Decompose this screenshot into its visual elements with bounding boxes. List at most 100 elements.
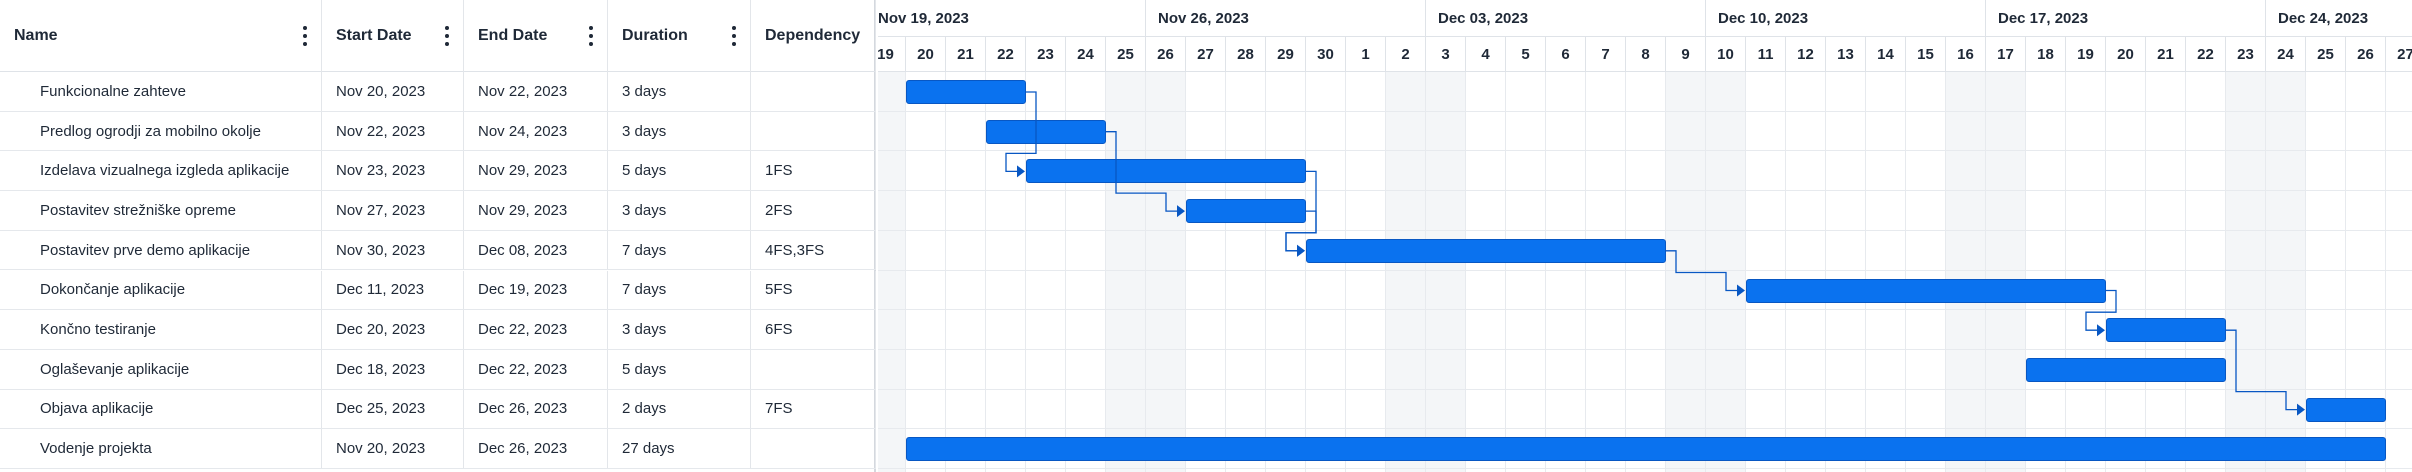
day-gridline	[2185, 72, 2186, 472]
table-row[interactable]: Vodenje projekta Nov 20, 2023 Dec 26, 2023…	[0, 429, 876, 469]
gantt-chart: Nov 19, 2023 Nov 26, 2023 Dec 03, 2023 Dec …	[878, 0, 2412, 472]
dependency-line	[2226, 329, 2298, 411]
week-header: Nov 26, 2023	[1146, 0, 1426, 37]
column-header-name[interactable]: Name	[0, 0, 322, 72]
day-header: 25	[2306, 37, 2346, 72]
day-header: 14	[1866, 37, 1906, 72]
table-row[interactable]: Postavitev prve demo aplikacije Nov 30, 2…	[0, 230, 876, 271]
day-header: 3	[1426, 37, 1466, 72]
day-header: 7	[1586, 37, 1626, 72]
grid-header: Name Start Date End Date Duration Dependency	[0, 0, 876, 72]
day-header: 18	[2026, 37, 2066, 72]
day-gridline	[1465, 72, 1466, 472]
day-gridline	[945, 72, 946, 472]
task-dependency	[751, 72, 876, 111]
day-gridline	[1825, 72, 1826, 472]
day-header: 21	[2146, 37, 2186, 72]
table-row[interactable]: Objava aplikacije Dec 25, 2023 Dec 26, 202…	[0, 389, 876, 430]
dependency-arrow-icon	[2297, 403, 2305, 416]
day-header: 20	[2106, 37, 2146, 72]
dependency-arrow-icon	[1737, 284, 1745, 297]
dependency-arrow-icon	[2097, 324, 2105, 337]
row-gridline	[878, 428, 2412, 430]
column-header-dependency[interactable]: Dependency	[751, 0, 876, 72]
week-header: Dec 03, 2023	[1426, 0, 1706, 37]
task-name: Dokončanje aplikacije	[0, 270, 322, 310]
dependency-arrow-icon	[1017, 165, 1025, 178]
day-header: 22	[2186, 37, 2226, 72]
day-gridline	[1065, 72, 1066, 472]
day-gridline	[905, 72, 906, 472]
task-end-date: Dec 26, 2023	[464, 429, 608, 468]
task-duration: 2 days	[608, 389, 751, 429]
task-start-date: Nov 30, 2023	[322, 230, 464, 270]
table-row[interactable]: Oglaševanje aplikacije Dec 18, 2023 Dec 22…	[0, 349, 876, 390]
column-header-start-date[interactable]: Start Date	[322, 0, 464, 72]
row-gridline	[878, 150, 2412, 152]
day-gridline	[1265, 72, 1266, 472]
dependency-links	[1005, 91, 2305, 416]
day-gridline	[2065, 72, 2066, 472]
column-header-duration[interactable]: Duration	[608, 0, 751, 72]
weekend-column	[1426, 72, 1466, 472]
table-row[interactable]: Funkcionalne zahteve Nov 20, 2023 Nov 22, …	[0, 72, 876, 112]
day-header: 26	[2346, 37, 2386, 72]
task-dependency: 2FS	[751, 191, 876, 230]
task-bar[interactable]	[1186, 199, 1306, 224]
day-header: 19	[878, 37, 906, 72]
day-header: 1	[1346, 37, 1386, 72]
column-menu-icon[interactable]	[297, 26, 313, 46]
row-gridline	[878, 388, 2412, 390]
table-row[interactable]: Postavitev strežniške opreme Nov 27, 2023…	[0, 191, 876, 231]
task-name: Predlog ogrodji za mobilno okolje	[0, 111, 322, 151]
column-menu-icon[interactable]	[439, 26, 455, 46]
table-row[interactable]: Končno testiranje Dec 20, 2023 Dec 22, 202…	[0, 310, 876, 350]
day-gridline	[1505, 72, 1506, 472]
task-bar[interactable]	[1306, 238, 1666, 263]
task-name: Vodenje projekta	[0, 429, 322, 468]
weekend-column	[2226, 72, 2266, 472]
task-end-date: Nov 29, 2023	[464, 191, 608, 230]
task-bar[interactable]	[2106, 318, 2226, 343]
column-header-label: Duration	[622, 27, 688, 44]
day-header: 27	[2386, 37, 2412, 72]
column-menu-icon[interactable]	[726, 26, 742, 46]
day-header: 15	[1906, 37, 1946, 72]
task-bar[interactable]	[2306, 397, 2386, 422]
task-name: Objava aplikacije	[0, 389, 322, 429]
day-header: 27	[1186, 37, 1226, 72]
dependency-line	[1005, 91, 1037, 173]
table-row[interactable]: Dokončanje aplikacije Dec 11, 2023 Dec 19,…	[0, 270, 876, 311]
week-header: Nov 19, 2023	[878, 0, 1146, 37]
task-name: Postavitev strežniške opreme	[0, 191, 322, 230]
column-menu-icon[interactable]	[583, 26, 599, 46]
day-gridline	[1945, 72, 1946, 472]
task-bar[interactable]	[906, 80, 1026, 104]
day-header: 29	[1266, 37, 1306, 72]
dependency-arrow-icon	[1177, 205, 1185, 218]
day-gridline	[1905, 72, 1906, 472]
task-start-date: Nov 27, 2023	[322, 191, 464, 230]
day-gridline	[1425, 72, 1426, 472]
row-gridline	[878, 468, 2412, 469]
task-bar[interactable]	[986, 119, 1106, 144]
task-bar[interactable]	[2026, 357, 2226, 382]
table-row[interactable]: Predlog ogrodji za mobilno okolje Nov 22,…	[0, 111, 876, 152]
table-row[interactable]: Izdelava vizualnega izgleda aplikacije No…	[0, 151, 876, 192]
row-gridline	[878, 309, 2412, 311]
task-name: Funkcionalne zahteve	[0, 72, 322, 111]
task-bar[interactable]	[906, 437, 2386, 462]
day-gridline	[1185, 72, 1186, 472]
column-header-label: Name	[14, 27, 58, 44]
day-gridline	[1985, 72, 1986, 472]
task-bar[interactable]	[1746, 278, 2106, 303]
day-gridline	[2345, 72, 2346, 472]
task-bar[interactable]	[1026, 159, 1306, 184]
column-header-label: End Date	[478, 27, 548, 44]
task-start-date: Dec 25, 2023	[322, 389, 464, 429]
day-gridline	[1785, 72, 1786, 472]
day-header: 5	[1506, 37, 1546, 72]
day-header: 16	[1946, 37, 1986, 72]
day-gridline	[2105, 72, 2106, 472]
column-header-end-date[interactable]: End Date	[464, 0, 608, 72]
